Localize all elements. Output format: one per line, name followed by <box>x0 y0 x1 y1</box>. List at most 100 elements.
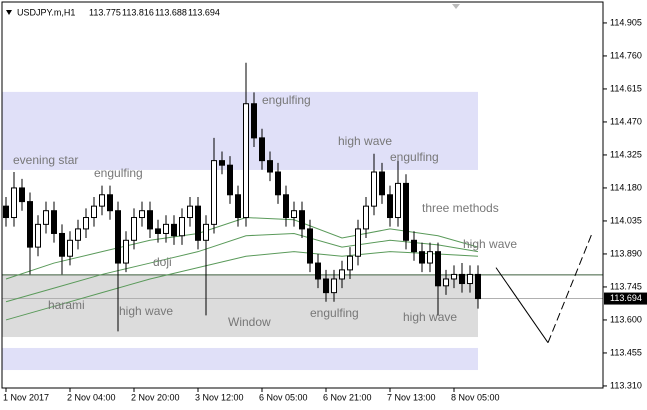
x-tick-label: 6 Nov 21:00 <box>323 392 372 402</box>
moving-average <box>5 251 479 321</box>
candle-body <box>347 255 353 271</box>
symbol: USDJPY.m,H1 <box>17 7 75 17</box>
y-tick-label: 113.455 <box>610 347 642 357</box>
candle-body <box>291 210 297 219</box>
header-high: 113.816 <box>122 7 154 17</box>
annotation: high wave <box>338 134 392 148</box>
annotation: high wave <box>403 310 457 324</box>
shift-marker <box>452 4 460 9</box>
candle-body <box>259 137 265 162</box>
projection-line <box>495 267 549 343</box>
candle-body <box>251 103 257 139</box>
annotation: engulfing <box>262 93 311 107</box>
candle-body <box>443 278 449 287</box>
y-tick-label: 114.760 <box>610 50 642 60</box>
candle-body <box>179 217 185 237</box>
annotation: evening star <box>13 153 78 167</box>
annotation: engulfing <box>94 166 143 180</box>
candle-body <box>11 187 17 219</box>
annotations: evening star engulfing engulfing high wa… <box>13 93 517 329</box>
candle-body <box>75 228 81 241</box>
y-tick-label: 114.035 <box>610 215 642 225</box>
candle-body <box>275 171 281 196</box>
projection-line <box>547 233 593 343</box>
candle-body <box>371 171 377 207</box>
zone <box>2 91 478 170</box>
candle-body <box>395 182 401 219</box>
candle-body <box>51 210 57 234</box>
candle-body <box>267 160 273 173</box>
x-tick-label: 8 Nov 05:00 <box>451 392 500 402</box>
candle-body <box>107 194 113 212</box>
candle-body <box>475 273 481 300</box>
y-tick-label: 114.325 <box>610 149 642 159</box>
header-open: 113.775 <box>89 7 121 17</box>
price-label-box <box>604 292 647 305</box>
candle-body <box>403 182 409 241</box>
candle-body <box>67 239 73 257</box>
annotation: high wave <box>463 237 517 251</box>
annotation: engulfing <box>390 150 439 164</box>
candle-body <box>307 228 313 264</box>
candle-body <box>187 205 193 219</box>
candle-body <box>363 205 369 230</box>
zone <box>2 274 478 338</box>
candle-body <box>331 278 337 294</box>
candle-body <box>339 269 345 280</box>
candle-body <box>147 210 153 230</box>
y-tick-label: 113.890 <box>610 248 642 258</box>
annotation: engulfing <box>310 306 359 320</box>
candle-body <box>427 251 433 264</box>
candle-body <box>387 194 393 219</box>
annotation: harami <box>48 298 85 312</box>
candle-body <box>195 205 201 241</box>
candle-body <box>451 273 457 280</box>
annotation: doji <box>153 255 172 269</box>
candle-body <box>35 223 41 248</box>
candle-body <box>435 251 441 287</box>
candle-body <box>467 273 473 285</box>
candle-body <box>203 223 209 241</box>
candle-body <box>27 201 33 248</box>
candle-body <box>219 160 225 166</box>
candle-body <box>115 210 121 264</box>
y-tick-label: 113.745 <box>610 281 642 291</box>
candle-body <box>3 205 9 219</box>
candle-body <box>283 194 289 219</box>
candle-body <box>379 171 385 196</box>
candle-body <box>411 239 417 253</box>
plot-area <box>2 62 603 371</box>
x-tick-label: 2 Nov 04:00 <box>67 392 116 402</box>
x-tick-label: 6 Nov 05:00 <box>259 392 308 402</box>
candle-body <box>131 217 137 241</box>
annotation: three methods <box>422 201 499 215</box>
price-label: 113.694 <box>610 293 642 303</box>
candle-body <box>211 160 217 225</box>
y-tick-label: 113.600 <box>610 314 642 324</box>
candle-body <box>123 239 129 264</box>
candle-body <box>59 232 65 257</box>
candle-body <box>43 210 49 225</box>
annotation: Window <box>228 315 271 329</box>
menu-triangle <box>6 10 12 15</box>
candle-body <box>171 223 177 237</box>
candle-body <box>315 262 321 280</box>
x-tick-label: 3 Nov 12:00 <box>195 392 244 402</box>
plot-frame <box>1 1 604 389</box>
candle-body <box>355 228 361 257</box>
annotation: high wave <box>119 304 173 318</box>
y-tick-label: 113.310 <box>610 380 642 390</box>
candle-body <box>139 210 145 219</box>
zone <box>2 347 478 371</box>
candle-body <box>163 223 169 234</box>
candle-body <box>155 228 161 234</box>
candle-body <box>243 103 249 219</box>
candle-body <box>83 217 89 230</box>
x-tick-label: 7 Nov 13:00 <box>387 392 436 402</box>
header-close: 113.694 <box>188 7 220 17</box>
x-tick-label: 1 Nov 2017 <box>3 392 49 402</box>
y-tick-label: 114.615 <box>610 83 642 93</box>
candle-body <box>227 164 233 196</box>
